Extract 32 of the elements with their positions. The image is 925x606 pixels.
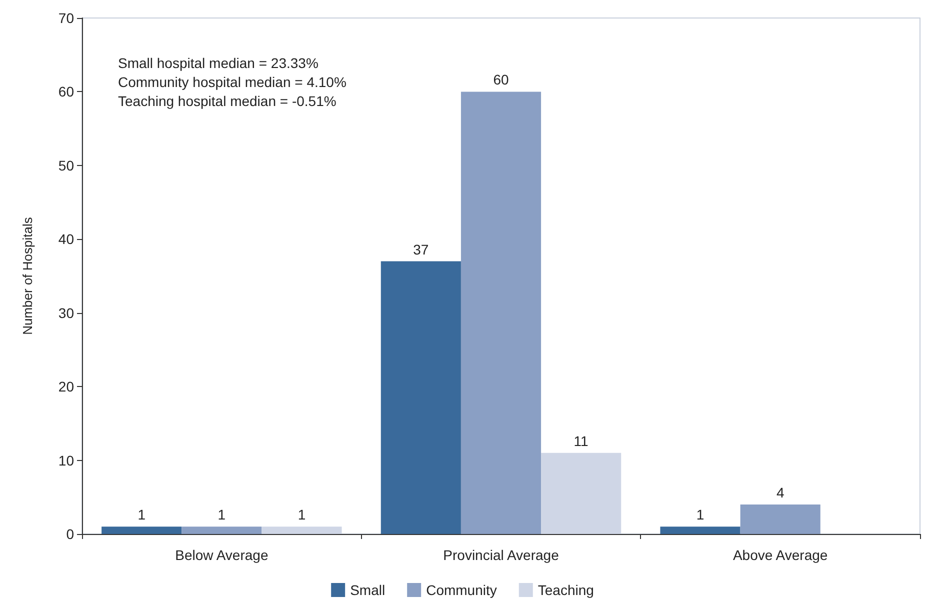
- data-label: 37: [413, 241, 429, 258]
- x-tick-label: Below Average: [175, 547, 268, 563]
- y-tick-label: 30: [58, 304, 74, 321]
- x-tick-label: Provincial Average: [443, 547, 560, 563]
- y-tick-label: 50: [58, 157, 74, 174]
- data-label: 1: [696, 506, 704, 523]
- bar: [182, 526, 262, 534]
- y-tick-label: 20: [58, 378, 74, 395]
- y-tick-label: 40: [58, 231, 74, 248]
- legend-label: Teaching: [538, 582, 594, 598]
- annotation: Teaching hospital median = -0.51%: [118, 93, 336, 109]
- annotation: Community hospital median = 4.10%: [118, 74, 346, 90]
- bar: [660, 526, 740, 534]
- y-axis-title: Number of Hospitals: [20, 216, 35, 335]
- bar: [380, 261, 461, 534]
- legend-label: Community: [426, 582, 497, 598]
- data-label: 60: [493, 72, 509, 88]
- y-tick-label: 0: [66, 526, 74, 542]
- y-tick-label: 10: [58, 452, 74, 468]
- annotation: Small hospital median = 23.33%: [118, 55, 318, 71]
- y-tick-label: 70: [58, 10, 74, 26]
- legend-label: Small: [350, 582, 386, 598]
- bar: [460, 92, 542, 534]
- bar: [102, 526, 182, 534]
- y-tick-label: 60: [58, 84, 74, 100]
- data-label: 1: [218, 506, 226, 523]
- x-tick-label: Above Average: [732, 547, 828, 563]
- data-label: 1: [298, 506, 306, 523]
- data-label: 4: [776, 484, 784, 501]
- bar: [740, 504, 820, 534]
- data-label: 11: [574, 432, 589, 449]
- data-label: 1: [138, 506, 146, 523]
